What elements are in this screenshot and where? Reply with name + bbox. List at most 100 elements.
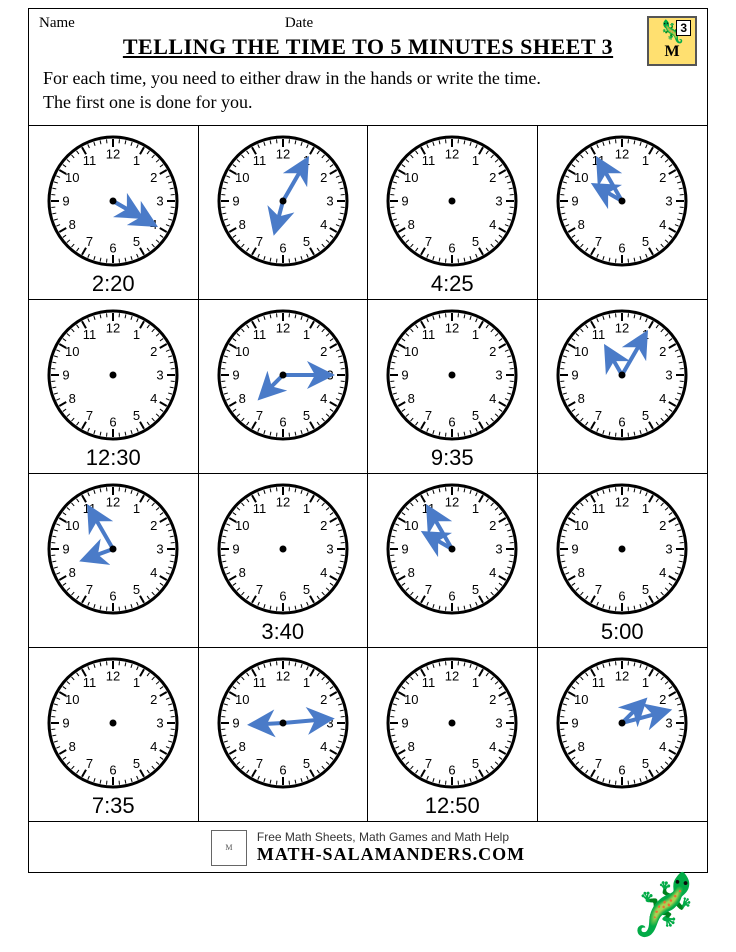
svg-text:11: 11	[253, 153, 267, 168]
svg-text:10: 10	[235, 692, 249, 707]
clock-grid: 1234567891011122:20 123456789101112 1234…	[29, 125, 707, 822]
svg-text:7: 7	[595, 582, 602, 597]
svg-text:3: 3	[496, 716, 503, 731]
svg-text:4: 4	[489, 739, 496, 754]
svg-text:10: 10	[404, 344, 418, 359]
name-label: Name	[39, 15, 75, 32]
svg-text:12: 12	[276, 669, 290, 684]
clock-cell: 12345678910111212:50	[368, 648, 538, 822]
svg-text:12: 12	[445, 669, 459, 684]
svg-text:3: 3	[666, 716, 673, 731]
svg-text:12: 12	[106, 147, 120, 162]
svg-text:6: 6	[279, 241, 286, 256]
svg-text:9: 9	[572, 716, 579, 731]
svg-text:7: 7	[86, 234, 93, 249]
header-row: Name Date	[29, 9, 707, 34]
svg-text:7: 7	[256, 756, 263, 771]
clock-face: 123456789101112	[382, 480, 522, 619]
svg-text:9: 9	[63, 368, 70, 383]
svg-text:7: 7	[256, 234, 263, 249]
svg-text:10: 10	[404, 518, 418, 533]
svg-text:10: 10	[574, 518, 588, 533]
svg-text:3: 3	[157, 716, 164, 731]
clock-cell: 123456789101112	[368, 474, 538, 648]
svg-text:9: 9	[402, 368, 409, 383]
svg-text:8: 8	[408, 391, 415, 406]
svg-text:2: 2	[150, 692, 157, 707]
svg-text:8: 8	[238, 217, 245, 232]
svg-text:5: 5	[472, 408, 479, 423]
svg-text:7: 7	[256, 408, 263, 423]
svg-text:5: 5	[472, 234, 479, 249]
date-label: Date	[285, 15, 313, 32]
svg-text:3: 3	[157, 194, 164, 209]
svg-text:5: 5	[472, 756, 479, 771]
svg-text:12: 12	[445, 495, 459, 510]
svg-text:6: 6	[279, 415, 286, 430]
svg-text:8: 8	[69, 217, 76, 232]
svg-text:1: 1	[642, 501, 649, 516]
svg-text:3: 3	[496, 194, 503, 209]
svg-text:2: 2	[489, 170, 496, 185]
svg-text:3: 3	[666, 368, 673, 383]
svg-text:2: 2	[150, 344, 157, 359]
clock-time-label: 5:00	[538, 619, 708, 645]
svg-text:4: 4	[659, 739, 666, 754]
svg-text:7: 7	[595, 756, 602, 771]
svg-text:9: 9	[572, 368, 579, 383]
svg-text:12: 12	[276, 495, 290, 510]
svg-text:12: 12	[615, 321, 629, 336]
clock-cell: 1234567891011125:00	[538, 474, 708, 648]
svg-text:6: 6	[449, 415, 456, 430]
svg-text:8: 8	[408, 217, 415, 232]
svg-text:5: 5	[133, 756, 140, 771]
svg-text:8: 8	[238, 739, 245, 754]
worksheet-frame: Name Date TELLING THE TIME TO 5 MINUTES …	[28, 8, 708, 873]
clock-cell: 123456789101112	[538, 648, 708, 822]
svg-text:11: 11	[83, 327, 97, 342]
svg-text:1: 1	[303, 501, 310, 516]
clock-time-label	[29, 619, 198, 645]
clock-cell: 123456789101112	[538, 300, 708, 474]
svg-text:4: 4	[659, 565, 666, 580]
svg-text:12: 12	[106, 669, 120, 684]
clock-face: 123456789101112	[382, 654, 522, 793]
svg-text:4: 4	[320, 217, 327, 232]
svg-text:7: 7	[86, 408, 93, 423]
svg-text:8: 8	[578, 565, 585, 580]
svg-text:10: 10	[65, 170, 79, 185]
svg-text:2: 2	[150, 170, 157, 185]
svg-text:8: 8	[69, 391, 76, 406]
svg-text:10: 10	[235, 170, 249, 185]
grade-number: 3	[676, 20, 691, 36]
svg-text:5: 5	[642, 234, 649, 249]
svg-text:2: 2	[659, 692, 666, 707]
svg-text:6: 6	[619, 763, 626, 778]
svg-text:6: 6	[449, 763, 456, 778]
clock-time-label: 12:50	[368, 793, 537, 819]
svg-text:3: 3	[496, 542, 503, 557]
svg-text:5: 5	[303, 582, 310, 597]
svg-text:8: 8	[408, 565, 415, 580]
clock-cell: 12345678910111212:30	[29, 300, 199, 474]
clock-time-label	[199, 445, 368, 471]
svg-text:2: 2	[320, 170, 327, 185]
svg-text:10: 10	[574, 344, 588, 359]
svg-text:9: 9	[402, 542, 409, 557]
svg-text:5: 5	[303, 408, 310, 423]
instructions-text: For each time, you need to either draw i…	[29, 64, 707, 125]
clock-cell: 1234567891011122:20	[29, 126, 199, 300]
clock-face: 123456789101112	[43, 654, 183, 793]
svg-text:8: 8	[238, 391, 245, 406]
clock-time-label	[368, 619, 537, 645]
svg-text:12: 12	[445, 321, 459, 336]
svg-text:5: 5	[133, 582, 140, 597]
svg-text:9: 9	[402, 716, 409, 731]
clock-face: 123456789101112	[213, 654, 353, 793]
svg-text:3: 3	[496, 368, 503, 383]
svg-text:1: 1	[472, 153, 479, 168]
svg-text:2: 2	[489, 518, 496, 533]
clock-time-label	[538, 445, 708, 471]
clock-face: 123456789101112	[213, 306, 353, 445]
svg-text:4: 4	[320, 391, 327, 406]
